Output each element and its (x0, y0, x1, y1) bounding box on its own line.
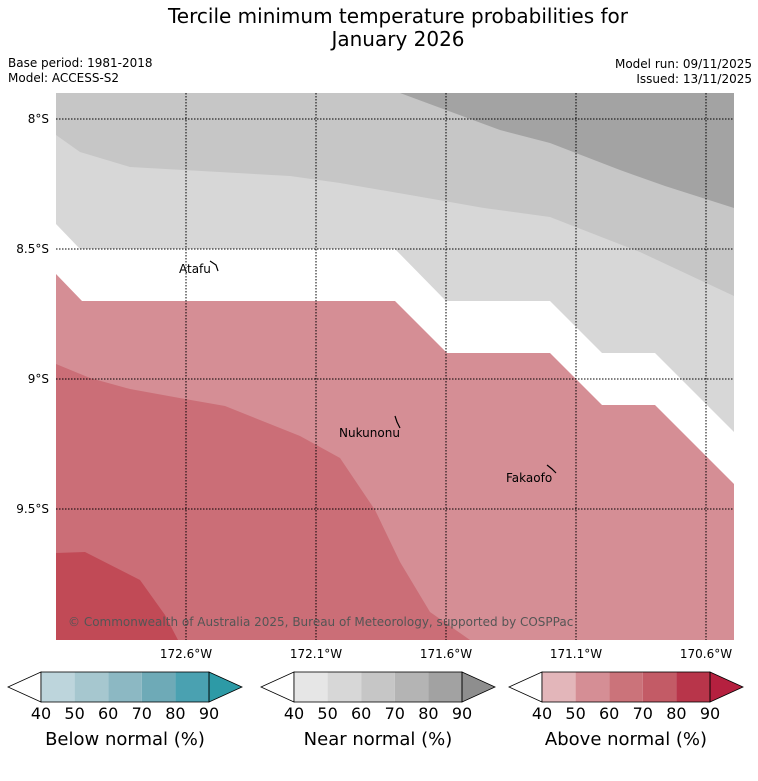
copyright-notice: © Commonwealth of Australia 2025, Bureau… (68, 615, 573, 629)
below-colorbar-frame (40, 671, 210, 703)
below-tick-label: 40 (30, 704, 52, 723)
near-colorbar-segment (327, 672, 362, 702)
chart-title: Tercile minimum temperature probabilitie… (0, 5, 758, 51)
below-tick-label: 90 (198, 704, 220, 723)
atolls (209, 260, 557, 474)
above-tick-label: 90 (699, 704, 721, 723)
below-colorbar (7, 671, 243, 703)
near-colorbar-segment (294, 672, 328, 702)
base-period: Base period: 1981-2018 (8, 56, 153, 70)
issued-date: Issued: 13/11/2025 (636, 72, 752, 86)
place-atafu: Atafu (179, 262, 211, 276)
probability-contours (56, 93, 734, 640)
above-colorbar-min-arrow (508, 671, 543, 703)
below-tick-label: 80 (165, 704, 186, 723)
title-line-2: January 2026 (331, 27, 465, 51)
below-colorbar-segment (108, 672, 142, 702)
below-colorbar-min-arrow (7, 671, 42, 703)
above-colorbar-segment (575, 672, 610, 702)
near-tick-label: 90 (451, 704, 473, 723)
below-normal-title: Below normal (%) (45, 729, 205, 750)
near-normal-60-70-band (400, 93, 734, 208)
gridlines (56, 93, 734, 640)
lon-label-171-6w: 171.6°W (419, 647, 473, 661)
model-run: Model run: 09/11/2025 (614, 57, 752, 71)
near-tick-label: 70 (384, 704, 405, 723)
atafu-outline (209, 260, 219, 272)
above-tick-label: 80 (666, 704, 687, 723)
above-tick-label: 40 (531, 704, 553, 723)
lat-label-8s: 8°S (27, 112, 49, 126)
meta-left: Base period: 1981-2018 Model: ACCESS-S2 (8, 56, 153, 86)
place-nukunonu: Nukunonu (339, 426, 400, 440)
nukunonu-outline (394, 415, 401, 429)
near-colorbar-max-arrow (461, 671, 496, 703)
meta-right: Model run: 09/11/2025 Issued: 13/11/2025 (615, 57, 752, 87)
below-tick-label: 60 (98, 704, 119, 723)
above-colorbar-max-arrow (709, 671, 744, 703)
above-tick-label: 50 (565, 704, 586, 723)
near-tick-label: 50 (317, 704, 338, 723)
near-tick-label: 60 (351, 704, 372, 723)
above-normal-title: Above normal (%) (544, 729, 708, 750)
colorbars (7, 671, 744, 703)
lon-label-171-1w: 171.1°W (549, 647, 603, 661)
near-colorbar (260, 671, 496, 703)
above-normal-70-80-band (56, 552, 178, 640)
above-colorbar-segment (676, 672, 710, 702)
fakaofo-outline (546, 464, 557, 474)
above-colorbar-frame (541, 671, 711, 703)
near-tick-label: 40 (283, 704, 305, 723)
lat-label-9-5s: 9.5°S (16, 502, 49, 516)
place-labels: Atafu Nukunonu Fakaofo (179, 262, 552, 485)
below-tick-label: 70 (131, 704, 152, 723)
below-colorbar-segment (41, 672, 75, 702)
below-tick-label: 50 (64, 704, 85, 723)
lon-label-170-6w: 170.6°W (679, 647, 733, 661)
above-colorbar-segment (542, 672, 576, 702)
near-colorbar-min-arrow (260, 671, 295, 703)
lat-label-9s: 9°S (27, 372, 49, 386)
lon-label-172-6w: 172.6°W (159, 647, 213, 661)
above-colorbar-segment (642, 672, 677, 702)
below-colorbar-max-arrow (208, 671, 243, 703)
above-tick-label: 60 (599, 704, 620, 723)
above-colorbar (508, 671, 744, 703)
above-tick-label: 70 (632, 704, 653, 723)
near-colorbar-segment (394, 672, 429, 702)
below-colorbar-segment (74, 672, 109, 702)
above-normal-60-70-band (56, 364, 470, 640)
lat-label-8-5s: 8.5°S (16, 242, 49, 256)
near-colorbar-segment (361, 672, 395, 702)
model-name: Model: ACCESS-S2 (8, 71, 120, 85)
near-tick-label: 80 (418, 704, 439, 723)
lon-label-172-1w: 172.1°W (289, 647, 343, 661)
place-fakaofo: Fakaofo (506, 471, 552, 485)
title-line-1: Tercile minimum temperature probabilitie… (167, 4, 629, 28)
near-normal-title: Near normal (%) (303, 729, 453, 750)
near-colorbar-frame (293, 671, 463, 703)
above-colorbar-segment (609, 672, 643, 702)
below-colorbar-segment (141, 672, 176, 702)
below-colorbar-segment (175, 672, 209, 702)
near-colorbar-segment (428, 672, 462, 702)
